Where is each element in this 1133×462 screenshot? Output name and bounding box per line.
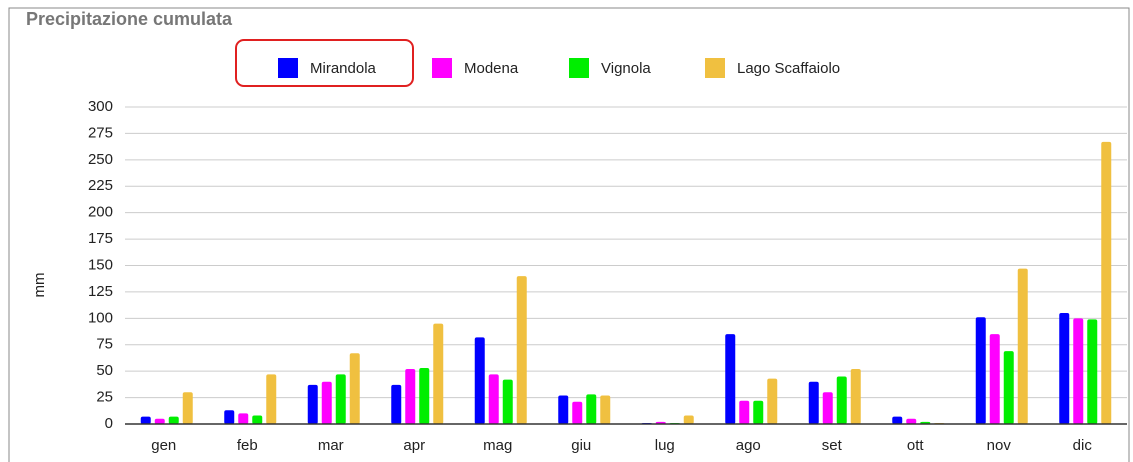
legend-label: Mirandola	[310, 60, 377, 77]
bar	[516, 276, 527, 424]
bar	[1017, 268, 1028, 424]
bar	[572, 401, 583, 424]
x-tick-label: apr	[403, 437, 425, 454]
y-tick-label: 25	[96, 389, 113, 406]
legend-label: Lago Scaffaiolo	[737, 60, 840, 77]
bar	[808, 381, 819, 424]
bar	[739, 400, 750, 424]
bar	[419, 367, 430, 424]
bar	[906, 418, 917, 424]
bar	[600, 395, 611, 424]
bar	[154, 418, 165, 424]
bar	[586, 394, 597, 424]
bar	[1003, 351, 1014, 424]
bar	[1059, 313, 1070, 424]
y-tick-label: 275	[88, 124, 113, 141]
bar	[224, 410, 235, 424]
x-tick-label: set	[822, 437, 843, 454]
bar	[822, 392, 833, 424]
bar	[725, 334, 736, 424]
bar	[168, 416, 179, 424]
bar	[335, 374, 346, 424]
bar	[558, 395, 569, 424]
bar	[474, 337, 485, 424]
y-tick-label: 75	[96, 336, 113, 353]
x-tick-label: lug	[655, 437, 675, 454]
bar	[1087, 319, 1098, 424]
x-tick-label: dic	[1073, 437, 1093, 454]
x-tick-label: ott	[907, 437, 925, 454]
y-tick-label: 250	[88, 151, 113, 168]
y-axis-label: mm	[31, 273, 48, 298]
y-tick-label: 300	[88, 98, 113, 115]
bar	[767, 378, 778, 424]
y-tick-label: 50	[96, 362, 113, 379]
bar	[391, 384, 402, 424]
chart-title: Precipitazione cumulata	[26, 9, 233, 29]
bar	[307, 384, 318, 424]
y-tick-label: 225	[88, 177, 113, 194]
bar	[182, 392, 193, 424]
legend-swatch	[569, 58, 589, 78]
bar	[252, 415, 263, 424]
y-tick-label: 150	[88, 256, 113, 273]
bar	[1101, 141, 1112, 424]
bar	[989, 334, 1000, 424]
x-tick-label: giu	[571, 437, 591, 454]
y-tick-label: 125	[88, 283, 113, 300]
y-tick-label: 175	[88, 230, 113, 247]
y-tick-label: 200	[88, 204, 113, 221]
bar	[349, 353, 360, 424]
bar	[683, 415, 694, 424]
x-tick-label: ago	[736, 437, 761, 454]
x-tick-label: mar	[318, 437, 344, 454]
bar	[266, 374, 277, 424]
y-tick-label: 0	[105, 415, 113, 432]
bar	[502, 379, 513, 424]
bar	[405, 369, 416, 424]
legend-label: Vignola	[601, 60, 651, 77]
x-tick-label: mag	[483, 437, 512, 454]
highlight-box	[235, 39, 414, 87]
x-tick-label: gen	[151, 437, 176, 454]
bar	[488, 374, 499, 424]
bar	[321, 381, 332, 424]
x-tick-label: feb	[237, 437, 258, 454]
bar	[753, 400, 764, 424]
bar	[850, 369, 861, 424]
bar	[836, 376, 847, 424]
bar	[975, 317, 986, 424]
bar	[433, 323, 444, 424]
chart-frame	[8, 7, 1130, 462]
x-tick-label: nov	[987, 437, 1012, 454]
legend-label: Modena	[464, 60, 519, 77]
bar	[1073, 318, 1084, 424]
bar	[238, 413, 249, 424]
y-tick-label: 100	[88, 309, 113, 326]
bar	[140, 416, 151, 424]
legend-swatch	[278, 58, 298, 78]
bar	[892, 416, 903, 424]
legend-swatch	[705, 58, 725, 78]
legend-swatch	[432, 58, 452, 78]
